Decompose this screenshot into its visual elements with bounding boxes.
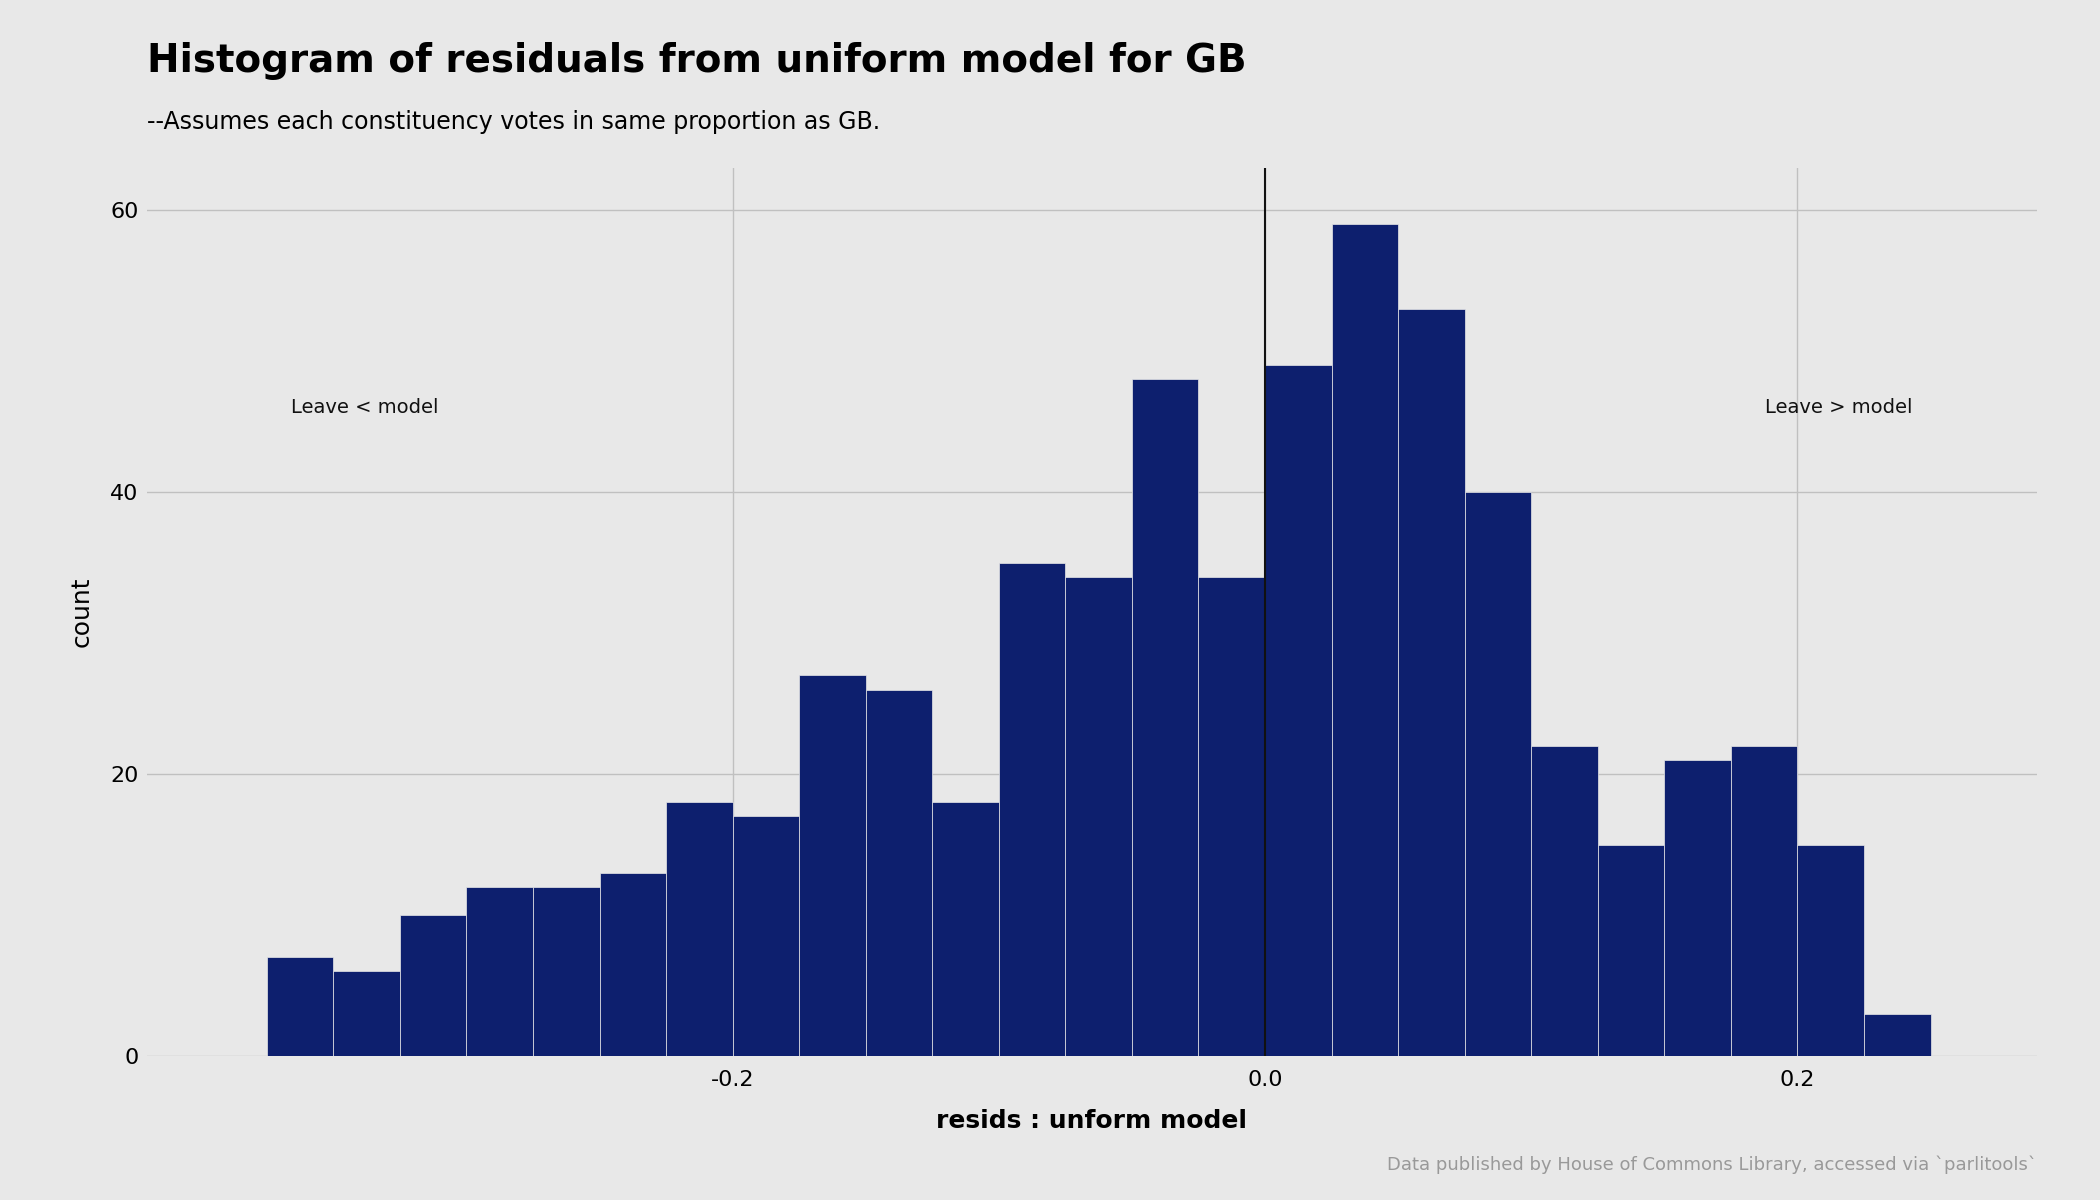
Bar bbox=[865, 690, 932, 1056]
Bar bbox=[334, 972, 399, 1056]
Bar bbox=[1798, 845, 1865, 1056]
Bar bbox=[1531, 746, 1598, 1056]
Bar bbox=[1598, 845, 1665, 1056]
Text: --Assumes each constituency votes in same proportion as GB.: --Assumes each constituency votes in sam… bbox=[147, 110, 880, 134]
Bar bbox=[1000, 563, 1065, 1056]
Bar bbox=[1865, 1014, 1930, 1056]
Bar bbox=[1730, 746, 1798, 1056]
Bar bbox=[598, 872, 666, 1056]
X-axis label: resids : unform model: resids : unform model bbox=[937, 1109, 1247, 1133]
Bar bbox=[932, 803, 1000, 1056]
Bar bbox=[533, 887, 598, 1056]
Text: Leave < model: Leave < model bbox=[290, 398, 439, 418]
Bar bbox=[1665, 760, 1730, 1056]
Text: Histogram of residuals from uniform model for GB: Histogram of residuals from uniform mode… bbox=[147, 42, 1247, 80]
Bar bbox=[1331, 224, 1399, 1056]
Bar bbox=[399, 916, 466, 1056]
Bar bbox=[800, 676, 865, 1056]
Bar bbox=[733, 816, 800, 1056]
Bar bbox=[1264, 365, 1331, 1056]
Text: Leave > model: Leave > model bbox=[1764, 398, 1913, 418]
Bar bbox=[1132, 379, 1199, 1056]
Bar bbox=[1399, 308, 1464, 1056]
Y-axis label: count: count bbox=[69, 577, 94, 647]
Bar bbox=[1199, 577, 1264, 1056]
Bar bbox=[466, 887, 533, 1056]
Bar bbox=[267, 958, 334, 1056]
Bar bbox=[1065, 577, 1132, 1056]
Text: Data published by House of Commons Library, accessed via `parlitools`: Data published by House of Commons Libra… bbox=[1388, 1156, 2037, 1174]
Bar bbox=[1464, 492, 1531, 1056]
Bar bbox=[666, 803, 733, 1056]
